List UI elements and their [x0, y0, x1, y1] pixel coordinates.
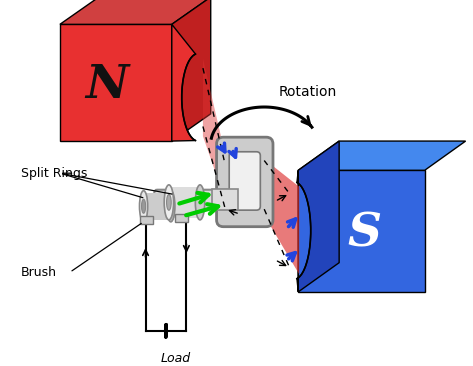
Polygon shape: [203, 58, 227, 206]
Text: Split Rings: Split Rings: [21, 167, 88, 180]
FancyBboxPatch shape: [229, 152, 260, 210]
Bar: [169, 187, 200, 218]
Bar: [144, 193, 171, 220]
Polygon shape: [298, 141, 465, 170]
FancyBboxPatch shape: [154, 190, 230, 209]
Polygon shape: [227, 158, 299, 274]
Polygon shape: [297, 170, 311, 292]
FancyBboxPatch shape: [212, 189, 238, 210]
FancyBboxPatch shape: [217, 137, 273, 227]
Polygon shape: [172, 0, 210, 141]
Polygon shape: [60, 24, 172, 141]
Polygon shape: [298, 141, 339, 292]
Text: N: N: [85, 62, 129, 108]
Ellipse shape: [195, 185, 205, 220]
Polygon shape: [298, 170, 425, 292]
Ellipse shape: [164, 185, 174, 220]
Bar: [175, 214, 188, 222]
Ellipse shape: [140, 191, 148, 222]
Ellipse shape: [166, 194, 171, 210]
Text: Rotation: Rotation: [279, 85, 337, 100]
Text: Brush: Brush: [21, 266, 57, 279]
Bar: [140, 216, 153, 224]
Ellipse shape: [167, 191, 175, 222]
Text: S: S: [347, 210, 381, 257]
Polygon shape: [172, 24, 195, 141]
Text: Load: Load: [161, 352, 191, 365]
Ellipse shape: [141, 199, 146, 213]
Polygon shape: [60, 0, 210, 24]
